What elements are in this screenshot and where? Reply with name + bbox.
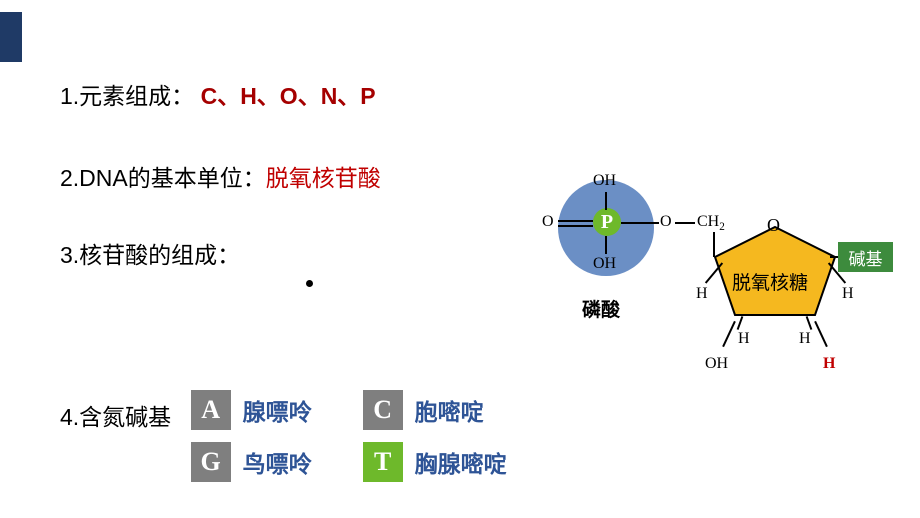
h-ri: H (799, 330, 811, 348)
h-rf: H (842, 285, 854, 303)
accent-bar (0, 12, 22, 62)
line-3: 3.核苷酸的组成： (60, 239, 540, 271)
bond-p-bottom (605, 236, 607, 254)
base-t-name: 胸腺嘧啶 (415, 445, 507, 479)
phosphate-label: 磷酸 (582, 295, 620, 322)
h-lf: H (696, 285, 708, 303)
o-right: O (660, 213, 672, 231)
line1-prefix: 1.元素组成： (60, 83, 194, 109)
line-1: 1.元素组成： C、H、O、N、P (60, 80, 540, 112)
base-g-name: 鸟嘌呤 (243, 445, 333, 479)
line-2: 2.DNA的基本单位：脱氧核苷酸 (60, 162, 540, 194)
line1-chem: C、H、O、N、P (201, 83, 376, 109)
h-ro: H (823, 355, 835, 373)
bond-p-left1 (558, 220, 593, 222)
bond-ch2-pent (713, 232, 715, 257)
control-dot (306, 280, 313, 287)
bond-p-right (621, 222, 659, 224)
bond-p-left2 (558, 225, 593, 227)
base-a-box: A (191, 390, 231, 430)
oh-top: OH (593, 172, 616, 190)
line2-prefix: 2.DNA的基本单位： (60, 165, 266, 191)
base-g-box: G (191, 442, 231, 482)
text-content: 1.元素组成： C、H、O、N、P 2.DNA的基本单位：脱氧核苷酸 3.核苷酸… (60, 80, 540, 317)
o-left: O (542, 213, 554, 231)
base-row-1: A 腺嘌呤 C 胞嘧啶 (191, 390, 537, 430)
nucleotide-diagram: P OH OH O O CH2 磷酸 O 碱基 脱氧核糖 H H OH H H … (540, 160, 910, 410)
base-c-box: C (363, 390, 403, 430)
pentagon-o: O (767, 215, 780, 236)
base-tag: 碱基 (838, 242, 893, 272)
base-c-name: 胞嘧啶 (415, 393, 505, 427)
base-a-name: 腺嘌呤 (243, 393, 333, 427)
line4-label: 4.含氮碱基 (60, 398, 171, 432)
oh-lo: OH (705, 355, 728, 373)
p-letter: P (593, 208, 621, 236)
h-li: H (738, 330, 750, 348)
oh-bottom: OH (593, 255, 616, 273)
deoxy-label: 脱氧核糖 (732, 268, 808, 295)
bases-grid: A 腺嘌呤 C 胞嘧啶 G 鸟嘌呤 T 胸腺嘧啶 (191, 390, 537, 494)
line2-val: 脱氧核苷酸 (266, 165, 381, 191)
base-row-2: G 鸟嘌呤 T 胸腺嘧啶 (191, 442, 537, 482)
bond-p-top (605, 192, 607, 210)
bond-o-ch2 (675, 222, 695, 224)
line-4-area: 4.含氮碱基 A 腺嘌呤 C 胞嘧啶 G 鸟嘌呤 T 胸腺嘧啶 (60, 390, 537, 494)
base-t-box: T (363, 442, 403, 482)
